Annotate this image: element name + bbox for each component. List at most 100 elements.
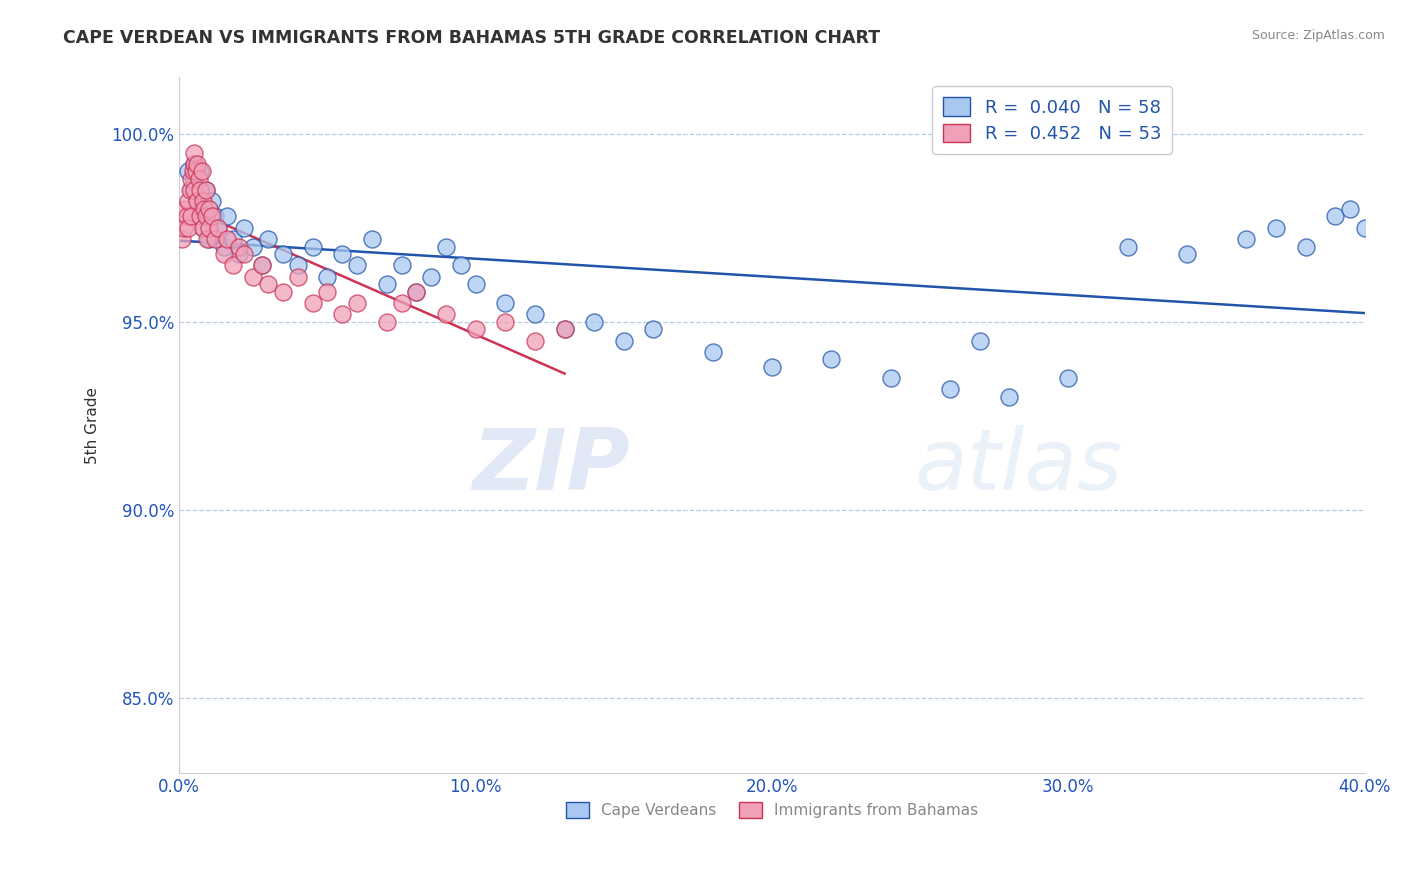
Point xyxy=(375,315,398,329)
Point xyxy=(494,315,516,329)
Point xyxy=(188,210,211,224)
Point xyxy=(201,194,224,209)
Point xyxy=(1295,239,1317,253)
Point xyxy=(301,296,323,310)
Point xyxy=(233,220,256,235)
Text: CAPE VERDEAN VS IMMIGRANTS FROM BAHAMAS 5TH GRADE CORRELATION CHART: CAPE VERDEAN VS IMMIGRANTS FROM BAHAMAS … xyxy=(63,29,880,46)
Point xyxy=(180,183,202,197)
Point xyxy=(221,232,243,246)
Point xyxy=(494,296,516,310)
Point xyxy=(271,285,294,299)
Point xyxy=(187,172,209,186)
Point xyxy=(181,164,204,178)
Point xyxy=(191,194,214,209)
Point xyxy=(184,164,207,178)
Point xyxy=(523,334,546,348)
Point xyxy=(939,383,962,397)
Point xyxy=(420,269,443,284)
Point xyxy=(204,210,226,224)
Point xyxy=(207,220,229,235)
Point xyxy=(215,210,238,224)
Point xyxy=(201,210,224,224)
Point xyxy=(190,164,212,178)
Point xyxy=(1234,232,1257,246)
Point xyxy=(194,183,217,197)
Point xyxy=(174,202,197,216)
Point xyxy=(212,247,235,261)
Point xyxy=(1116,239,1139,253)
Legend: Cape Verdeans, Immigrants from Bahamas: Cape Verdeans, Immigrants from Bahamas xyxy=(560,796,984,824)
Point xyxy=(346,296,368,310)
Point xyxy=(257,232,280,246)
Point xyxy=(186,194,208,209)
Point xyxy=(215,232,238,246)
Point xyxy=(183,157,205,171)
Point xyxy=(464,322,486,336)
Point xyxy=(183,172,205,186)
Point xyxy=(702,344,724,359)
Point xyxy=(434,239,457,253)
Point xyxy=(252,258,274,272)
Point xyxy=(194,183,217,197)
Point xyxy=(207,220,229,235)
Point xyxy=(242,239,264,253)
Point xyxy=(177,220,200,235)
Point xyxy=(391,296,413,310)
Point xyxy=(583,315,606,329)
Point xyxy=(643,322,665,336)
Point xyxy=(186,194,208,209)
Point xyxy=(177,194,200,209)
Point xyxy=(186,157,208,171)
Point xyxy=(375,277,398,292)
Point xyxy=(198,202,221,216)
Point xyxy=(212,239,235,253)
Point xyxy=(1324,210,1347,224)
Point xyxy=(330,247,353,261)
Point xyxy=(183,157,205,171)
Point xyxy=(221,258,243,272)
Point xyxy=(191,220,214,235)
Point xyxy=(197,232,219,246)
Point xyxy=(183,183,205,197)
Point xyxy=(172,232,194,246)
Point xyxy=(554,322,576,336)
Point xyxy=(228,247,250,261)
Point xyxy=(188,164,211,178)
Point xyxy=(183,145,205,160)
Point xyxy=(879,371,901,385)
Text: Source: ZipAtlas.com: Source: ZipAtlas.com xyxy=(1251,29,1385,42)
Point xyxy=(228,239,250,253)
Point xyxy=(301,239,323,253)
Point xyxy=(188,183,211,197)
Point xyxy=(316,285,339,299)
Point xyxy=(434,307,457,321)
Point xyxy=(198,232,221,246)
Point xyxy=(316,269,339,284)
Point xyxy=(330,307,353,321)
Point xyxy=(1339,202,1361,216)
Point xyxy=(252,258,274,272)
Point xyxy=(761,359,783,374)
Point xyxy=(193,202,215,216)
Point xyxy=(242,269,264,284)
Text: ZIP: ZIP xyxy=(472,425,630,508)
Point xyxy=(179,183,201,197)
Point xyxy=(180,210,202,224)
Point xyxy=(177,164,200,178)
Point xyxy=(450,258,472,272)
Point xyxy=(969,334,991,348)
Point xyxy=(998,390,1021,404)
Point xyxy=(233,247,256,261)
Point xyxy=(554,322,576,336)
Point xyxy=(257,277,280,292)
Point xyxy=(820,352,842,367)
Point xyxy=(198,202,221,216)
Point xyxy=(191,220,214,235)
Point xyxy=(287,269,309,284)
Point xyxy=(194,210,217,224)
Y-axis label: 5th Grade: 5th Grade xyxy=(86,386,100,464)
Point xyxy=(180,172,202,186)
Point xyxy=(464,277,486,292)
Point xyxy=(1264,220,1286,235)
Point xyxy=(1057,371,1080,385)
